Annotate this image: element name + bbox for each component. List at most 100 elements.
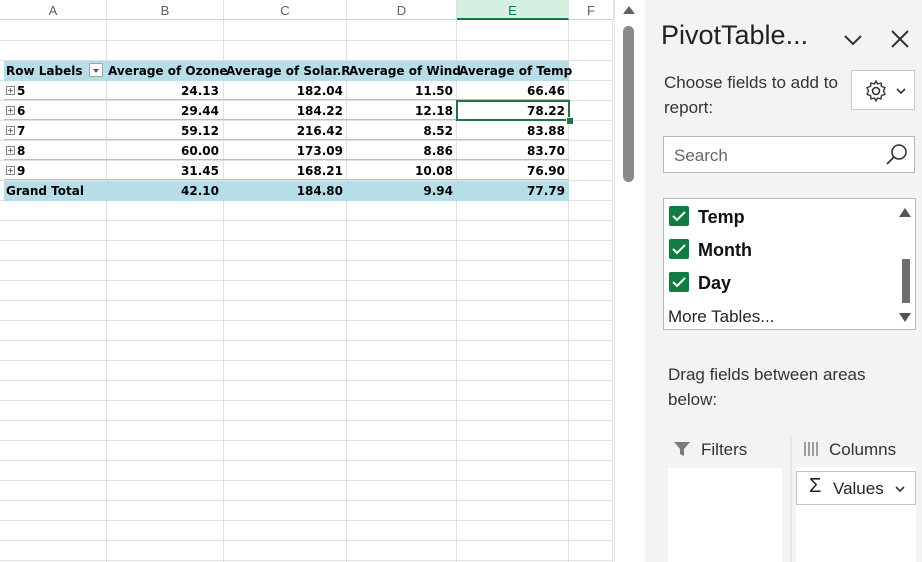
grid-row-line bbox=[0, 380, 612, 381]
field-checkbox[interactable] bbox=[669, 239, 689, 259]
pivot-value-cell[interactable]: 24.13 bbox=[181, 84, 219, 98]
pivot-header-temp[interactable]: Average of Temp bbox=[459, 64, 573, 78]
field-list[interactable]: Temp Month Day More Tables... bbox=[663, 198, 916, 330]
search-input[interactable] bbox=[672, 137, 876, 174]
sheet-vertical-scrollbar[interactable] bbox=[614, 0, 644, 562]
grid-row-line bbox=[0, 60, 612, 61]
field-search-box[interactable] bbox=[663, 136, 915, 174]
scroll-up-arrow-icon[interactable] bbox=[623, 6, 635, 14]
scroll-down-icon[interactable] bbox=[899, 313, 911, 322]
field-label: Day bbox=[698, 273, 732, 293]
pivot-value-cell[interactable]: 78.22 bbox=[527, 104, 565, 118]
pivot-row-label[interactable]: +8 bbox=[6, 141, 106, 161]
scrollbar-thumb[interactable] bbox=[623, 26, 634, 182]
grand-total-label[interactable]: Grand Total bbox=[6, 184, 84, 198]
pivot-header-row-labels[interactable]: Row Labels bbox=[6, 64, 83, 78]
fill-handle[interactable] bbox=[566, 117, 574, 125]
pivot-row-band bbox=[4, 81, 569, 100]
grid-row-line bbox=[0, 260, 612, 261]
column-header-b[interactable]: B bbox=[107, 0, 224, 20]
grand-total-value[interactable]: 42.10 bbox=[181, 184, 219, 198]
pivot-value-cell[interactable]: 12.18 bbox=[415, 104, 453, 118]
grid-row-line bbox=[0, 180, 612, 181]
field-list-scrollbar[interactable] bbox=[893, 199, 915, 329]
values-label: Values bbox=[833, 479, 884, 498]
scroll-up-icon[interactable] bbox=[899, 208, 911, 217]
row-label-text: 9 bbox=[17, 164, 26, 178]
columns-area-header: Columns bbox=[803, 437, 913, 463]
pivottable-fields-pane: PivotTable... Choose fields to add to re… bbox=[645, 0, 922, 562]
grand-total-value[interactable]: 9.94 bbox=[423, 184, 453, 198]
grid-row-line bbox=[0, 340, 612, 341]
pivot-value-cell[interactable]: 59.12 bbox=[181, 124, 219, 138]
row-label-text: 8 bbox=[17, 144, 26, 158]
chevron-down-icon[interactable] bbox=[841, 28, 865, 52]
search-icon[interactable] bbox=[884, 142, 910, 168]
pivot-row-label[interactable]: +9 bbox=[6, 161, 106, 181]
tools-button[interactable] bbox=[851, 70, 915, 110]
more-tables-link[interactable]: More Tables... bbox=[668, 307, 775, 326]
pivot-value-cell[interactable]: 11.50 bbox=[415, 84, 453, 98]
pivot-header-wind[interactable]: Average of Wind bbox=[349, 64, 461, 78]
column-header-e[interactable]: E bbox=[457, 0, 569, 20]
pivot-value-cell[interactable]: 168.21 bbox=[296, 164, 343, 178]
pivot-value-cell[interactable]: 216.42 bbox=[296, 124, 343, 138]
grid-row-line bbox=[0, 40, 612, 41]
pivot-value-cell[interactable]: 31.45 bbox=[181, 164, 219, 178]
row-label-text: 5 bbox=[17, 84, 26, 98]
pivot-value-cell[interactable]: 60.00 bbox=[181, 144, 219, 158]
checkmark-icon bbox=[672, 244, 686, 255]
expand-icon[interactable]: + bbox=[6, 106, 15, 115]
pivot-row-label[interactable]: +6 bbox=[6, 101, 106, 121]
grand-total-band bbox=[4, 181, 569, 201]
pivot-header-band bbox=[4, 61, 569, 81]
grid-line bbox=[106, 20, 107, 562]
field-list-scroll-thumb[interactable] bbox=[902, 259, 910, 303]
column-header-f[interactable]: F bbox=[569, 0, 614, 20]
field-checkbox[interactable] bbox=[669, 272, 689, 292]
pivot-row-band bbox=[4, 161, 569, 180]
expand-icon[interactable]: + bbox=[6, 166, 15, 175]
pivot-value-cell[interactable]: 66.46 bbox=[527, 84, 565, 98]
row-label-text: 6 bbox=[17, 104, 26, 118]
pivot-value-cell[interactable]: 83.70 bbox=[527, 144, 565, 158]
sigma-icon: Σ bbox=[809, 475, 822, 497]
row-labels-filter-button[interactable] bbox=[89, 63, 103, 77]
column-header-d[interactable]: D bbox=[347, 0, 457, 20]
pivot-value-cell[interactable]: 29.44 bbox=[181, 104, 219, 118]
pivot-row-label[interactable]: +7 bbox=[6, 121, 106, 141]
pivot-value-cell[interactable]: 8.52 bbox=[423, 124, 453, 138]
pivot-value-cell[interactable]: 184.22 bbox=[296, 104, 343, 118]
worksheet-grid[interactable]: A B C D E F Row Labels Average of Ozone … bbox=[0, 0, 614, 562]
pivot-header-ozone[interactable]: Average of Ozone bbox=[108, 64, 228, 78]
values-field-button[interactable]: Σ Values bbox=[796, 471, 916, 505]
pivot-value-cell[interactable]: 76.90 bbox=[527, 164, 565, 178]
active-cell-indicator bbox=[456, 100, 570, 121]
grand-total-value[interactable]: 77.79 bbox=[527, 184, 565, 198]
pivot-value-cell[interactable]: 8.86 bbox=[423, 144, 453, 158]
pivot-row-label[interactable]: +5 bbox=[6, 81, 106, 101]
pivot-value-cell[interactable]: 182.04 bbox=[296, 84, 343, 98]
field-checkbox[interactable] bbox=[669, 206, 689, 226]
chevron-down-small-icon bbox=[896, 88, 906, 95]
checkmark-icon bbox=[672, 211, 686, 222]
pivot-row-band bbox=[4, 101, 569, 120]
grid-row-line bbox=[0, 220, 612, 221]
pivot-value-cell[interactable]: 10.08 bbox=[415, 164, 453, 178]
close-icon[interactable] bbox=[889, 28, 911, 50]
row-label-text: 7 bbox=[17, 124, 26, 138]
expand-icon[interactable]: + bbox=[6, 86, 15, 95]
pivot-header-solar[interactable]: Average of Solar.R bbox=[226, 64, 351, 78]
filters-drop-area[interactable] bbox=[668, 468, 782, 562]
expand-icon[interactable]: + bbox=[6, 146, 15, 155]
expand-icon[interactable]: + bbox=[6, 126, 15, 135]
grid-row-line bbox=[0, 300, 612, 301]
grand-total-value[interactable]: 184.80 bbox=[296, 184, 343, 198]
column-header-a[interactable]: A bbox=[0, 0, 107, 20]
filter-dropdown-icon bbox=[93, 69, 99, 73]
grid-row-line bbox=[0, 100, 612, 101]
column-header-c[interactable]: C bbox=[224, 0, 347, 20]
pivot-value-cell[interactable]: 83.88 bbox=[527, 124, 565, 138]
pivot-value-cell[interactable]: 173.09 bbox=[296, 144, 343, 158]
grid-row-line bbox=[0, 160, 612, 161]
